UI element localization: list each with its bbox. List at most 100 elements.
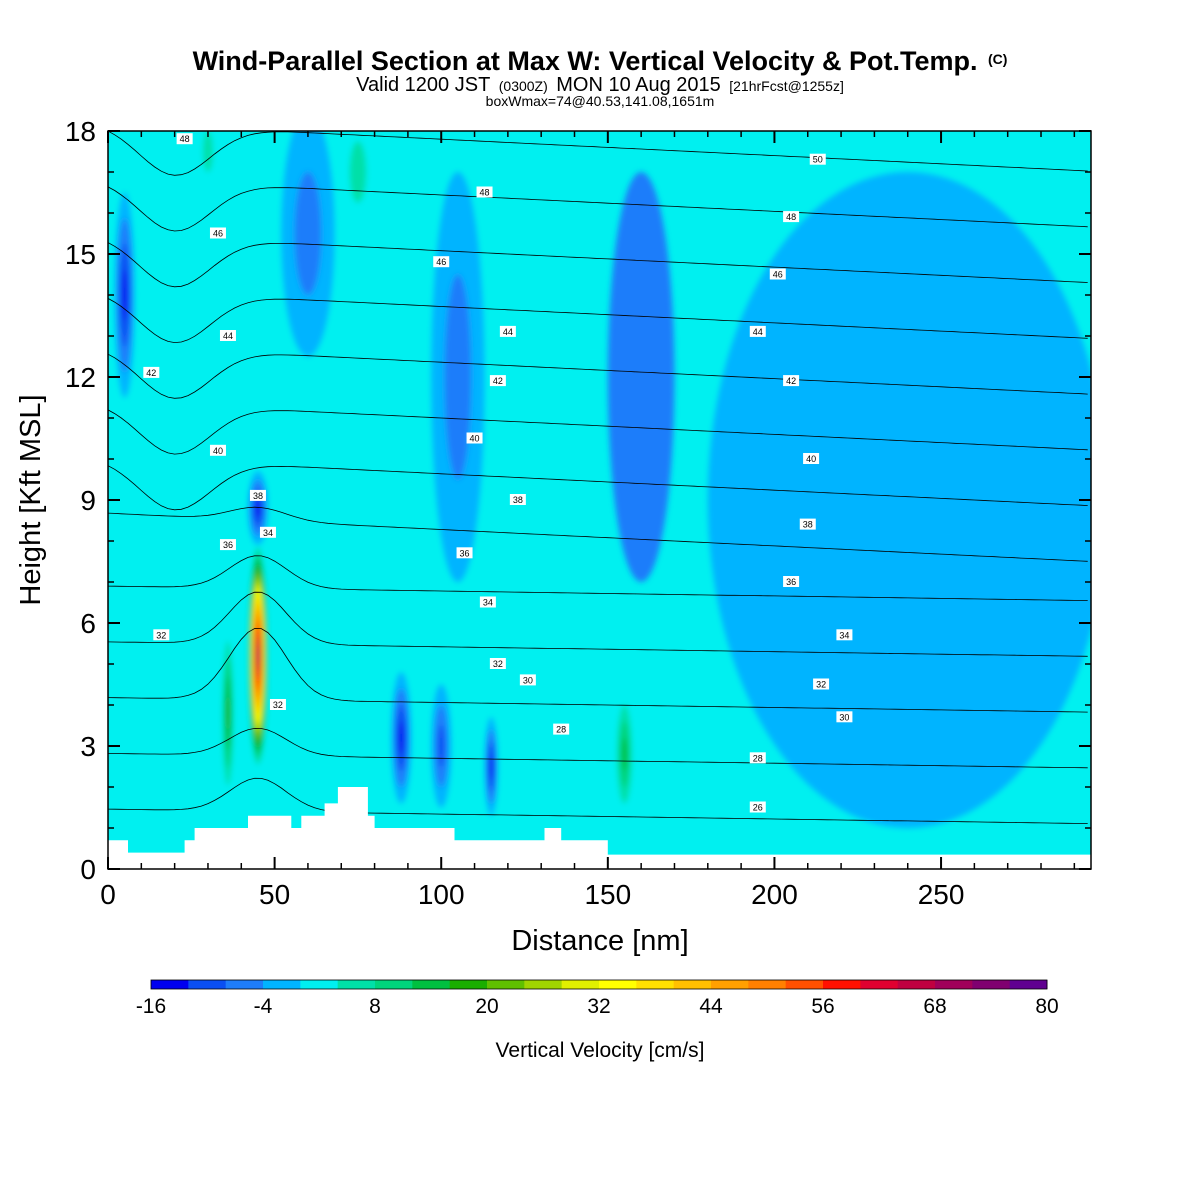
x-axis-title: Distance [nm] — [511, 925, 688, 957]
contour-label-text: 42 — [786, 376, 796, 386]
theta-contour — [108, 555, 1088, 601]
colorbar-swatch — [860, 980, 899, 989]
valid-date: MON 10 Aug 2015 — [556, 74, 721, 96]
colorbar-swatch — [524, 980, 563, 989]
y-tick-label: 6 — [80, 608, 96, 639]
contour-label: 28 — [749, 752, 766, 764]
plot-area: 50 48 48 48 46 46 46 44 44 44 42 42 42 40 40 40 38 38 38 36… — [108, 131, 1091, 869]
valid-prefix: Valid 1200 JST — [356, 74, 490, 96]
colorbar-swatch — [561, 980, 600, 989]
y-tick-label: 0 — [80, 854, 96, 885]
contour-label-text: 32 — [816, 680, 826, 690]
w-cell — [226, 695, 230, 732]
contour-label: 32 — [813, 678, 830, 690]
contour-label: 42 — [783, 375, 800, 387]
contour-label-text: 48 — [480, 188, 490, 198]
w-cell — [607, 172, 675, 582]
contour-label-text: 30 — [523, 675, 533, 685]
x-tick-label: 250 — [918, 879, 965, 910]
contour-label: 42 — [489, 375, 506, 387]
contour-label-text: 34 — [839, 630, 849, 640]
contour-labels: 50 48 48 48 46 46 46 44 44 44 42 42 42 40 40 40 38 38 38 36… — [143, 133, 853, 813]
colorbar-swatch — [897, 980, 936, 989]
contour-label-text: 36 — [223, 540, 233, 550]
colorbar-swatch — [636, 980, 675, 989]
colorbar-swatch — [935, 980, 973, 989]
contour-label-text: 42 — [146, 368, 156, 378]
colorbar-swatch — [263, 980, 301, 989]
colorbar-tick-label: 56 — [811, 995, 834, 1018]
box-info: boxWmax=74@40.53,141.08,1651m — [486, 93, 715, 109]
colorbar-tick-label: 80 — [1035, 995, 1058, 1018]
x-axis-ticks: 0 50 100 150 200 250 — [100, 131, 1076, 910]
colorbar-swatch — [599, 980, 637, 989]
colorbar-swatch — [449, 980, 488, 989]
vertical-velocity-field — [114, 131, 1091, 828]
contour-label-text: 40 — [470, 434, 480, 444]
contour-label-text: 34 — [263, 528, 273, 538]
colorbar-labels: -16 -4 8 20 32 44 56 68 80 — [136, 995, 1059, 1018]
contour-label: 48 — [476, 186, 493, 198]
contour-label-text: 44 — [223, 331, 233, 341]
colorbar-swatch — [1009, 980, 1048, 989]
contour-label: 34 — [479, 596, 496, 608]
chart-title: Wind-Parallel Section at Max W: Vertical… — [193, 46, 1008, 76]
contour-label-text: 28 — [753, 753, 763, 763]
contour-label: 32 — [489, 658, 506, 669]
contour-label: 46 — [769, 268, 786, 280]
colorbar-swatch — [972, 980, 1011, 989]
contour-label-text: 42 — [493, 376, 503, 386]
contour-label: 42 — [143, 366, 160, 378]
contour-label-text: 50 — [813, 155, 823, 165]
contour-label-text: 30 — [839, 712, 849, 722]
theta-contour — [108, 628, 1088, 713]
theta-contour — [108, 409, 1088, 455]
contour-label: 50 — [809, 153, 826, 165]
theta-contour — [108, 242, 1088, 288]
x-tick-label: 150 — [584, 879, 631, 910]
theta-contour — [108, 298, 1088, 344]
contour-label-text: 34 — [483, 598, 493, 608]
colorbar-swatch — [412, 980, 451, 989]
colorbar-swatch — [151, 980, 189, 989]
contour-label: 38 — [799, 518, 816, 530]
contour-label: 40 — [803, 453, 820, 464]
contour-label-text: 32 — [156, 630, 166, 640]
contour-label: 36 — [456, 547, 473, 559]
contour-label-text: 46 — [213, 229, 223, 239]
contour-label: 36 — [219, 539, 236, 551]
colorbar-tick-label: 68 — [923, 995, 946, 1018]
contour-label: 26 — [749, 801, 766, 813]
colorbar-swatch — [823, 980, 861, 989]
y-tick-label: 18 — [65, 116, 96, 147]
contour-label: 40 — [466, 432, 483, 444]
colorbar-swatch — [711, 980, 749, 989]
contour-label-text: 28 — [556, 725, 566, 735]
contour-label: 32 — [269, 699, 286, 710]
w-cell — [294, 172, 322, 295]
x-tick-label: 0 — [100, 879, 116, 910]
chart-title-main: Wind-Parallel Section at Max W: Vertical… — [193, 46, 978, 76]
x-tick-label: 50 — [259, 879, 290, 910]
contour-label: 32 — [153, 629, 170, 641]
contour-label-text: 32 — [273, 700, 283, 710]
w-cell — [398, 721, 404, 755]
forecast-info: [21hrFcst@1255z] — [729, 78, 844, 94]
y-tick-label: 12 — [65, 362, 96, 393]
w-cell — [489, 754, 493, 779]
contour-label-text: 48 — [180, 134, 190, 144]
w-cell — [621, 737, 627, 771]
contour-label-text: 48 — [786, 212, 796, 222]
contour-label: 40 — [209, 444, 226, 456]
contour-label: 48 — [783, 211, 800, 223]
contour-label-text: 46 — [773, 270, 783, 280]
w-cell — [349, 141, 367, 203]
x-tick-label: 100 — [418, 879, 465, 910]
colorbar — [150, 979, 1048, 990]
theta-contour — [108, 353, 1088, 399]
colorbar-tick-label: -16 — [136, 995, 166, 1018]
contour-label: 44 — [749, 325, 766, 337]
y-tick-label: 15 — [65, 239, 96, 270]
potential-temperature-contours — [108, 131, 1088, 824]
